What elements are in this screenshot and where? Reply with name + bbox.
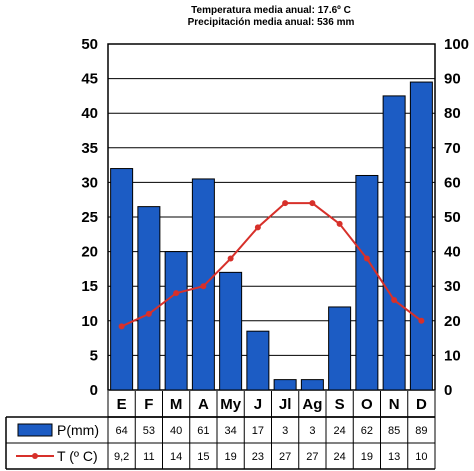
temperature-value-cell: 9,2 [114, 451, 129, 463]
y-right-tick-label: 20 [444, 313, 461, 330]
precipitation-legend-swatch [17, 423, 53, 437]
y-right-tick-label: 0 [444, 382, 452, 399]
y-left-tick-label: 25 [81, 209, 98, 226]
temperature-value-cell: 19 [225, 451, 237, 463]
precipitation-bar [273, 379, 297, 391]
category-label: Jl [279, 396, 292, 413]
temperature-line [121, 202, 422, 328]
temperature-point [254, 224, 261, 231]
temperature-value-cell: 11 [143, 451, 154, 463]
category-label: A [198, 396, 209, 413]
precipitation-legend-label: P(mm) [57, 422, 99, 438]
category-label: N [389, 396, 400, 413]
y-left-tick-label: 50 [81, 36, 98, 53]
temperature-point [336, 220, 343, 227]
y-right-tick-label: 100 [444, 36, 469, 53]
precipitation-value-cell: 53 [143, 425, 155, 437]
category-label: O [361, 396, 373, 413]
category-label: F [144, 396, 153, 413]
precipitation-value-cell: 3 [309, 425, 315, 437]
y-left-tick-label: 0 [90, 382, 98, 399]
y-right-tick-label: 80 [444, 105, 461, 122]
temperature-point [309, 200, 316, 207]
temperature-point [391, 297, 398, 304]
category-label: S [335, 396, 345, 413]
precipitation-value-cell: 17 [252, 425, 264, 437]
temperature-point [145, 310, 152, 317]
temperature-value-cell: 15 [197, 451, 209, 463]
y-left-tick-label: 20 [81, 244, 98, 261]
y-right-tick-label: 60 [444, 174, 461, 191]
temperature-value-cell: 13 [388, 451, 400, 463]
plot-area: 0 5 10 15 20 25 30 35 40 45 50 0 10 20 30 40 50 60 70 80 90 1… [81, 36, 469, 399]
precipitation-bar [246, 330, 270, 391]
y-left-tick-label: 10 [81, 313, 98, 330]
temperature-value-cell: 27 [279, 451, 291, 463]
category-label: Ag [302, 396, 322, 413]
precipitation-bar [328, 306, 352, 391]
temperature-value-cell: 24 [334, 451, 346, 463]
precipitation-value-cell: 34 [225, 425, 237, 437]
data-table: E F M A My J Jl Ag S O N D P(mm) T (º C) 64 53 40 61 34 17 3… [5, 391, 436, 470]
category-label: J [254, 396, 262, 413]
precipitation-value-cell: 40 [170, 425, 182, 437]
temperature-point [200, 283, 207, 290]
y-right-tick-label: 90 [444, 71, 461, 88]
temperature-point [173, 290, 180, 297]
temperature-value-cell: 23 [252, 451, 264, 463]
temperature-point [363, 255, 370, 262]
temperature-legend-marker [32, 453, 38, 459]
precipitation-value-cell: 3 [282, 425, 288, 437]
category-label: M [170, 396, 183, 413]
precipitation-bar [355, 174, 379, 391]
y-left-tick-label: 45 [81, 71, 98, 88]
y-left-tick-label: 5 [90, 347, 98, 364]
precipitation-value-cell: 64 [116, 425, 128, 437]
precipitation-bar [300, 379, 324, 391]
temperature-point [227, 255, 234, 262]
temperature-point [418, 317, 425, 324]
chart-title-precipitation: Precipitación media anual: 536 mm [188, 17, 355, 28]
plot-frame [107, 43, 436, 391]
y-left-tick-label: 40 [81, 105, 98, 122]
precipitation-bar [409, 81, 433, 391]
precipitation-value-cell: 85 [388, 425, 400, 437]
y-left-tick-label: 30 [81, 174, 98, 191]
chart-title-temperature: Temperatura media anual: 17.6º C [191, 5, 351, 16]
precipitation-bar [137, 206, 161, 391]
temperature-point [282, 200, 289, 207]
temperature-value-cell: 10 [415, 451, 427, 463]
temperature-legend-label: T (º C) [57, 448, 98, 464]
temperature-point [118, 323, 125, 330]
precipitation-bar [382, 95, 406, 391]
precipitation-value-cell: 89 [415, 425, 427, 437]
category-label: E [117, 396, 127, 413]
precipitation-bar [219, 271, 243, 391]
precipitation-value-cell: 62 [361, 425, 373, 437]
category-label: D [416, 396, 427, 413]
y-right-tick-label: 50 [444, 209, 461, 226]
y-right-tick-label: 40 [444, 244, 461, 261]
precipitation-value-cell: 61 [197, 425, 209, 437]
temperature-value-cell: 27 [306, 451, 318, 463]
y-right-tick-label: 30 [444, 278, 461, 295]
y-left-tick-label: 15 [81, 278, 98, 295]
y-right-tick-label: 70 [444, 140, 461, 157]
precipitation-bar [164, 251, 188, 391]
y-right-tick-label: 10 [444, 347, 461, 364]
y-left-tick-label: 35 [81, 140, 98, 157]
temperature-value-cell: 14 [170, 451, 182, 463]
precipitation-value-cell: 24 [334, 425, 346, 437]
precipitation-bar [110, 168, 134, 391]
temperature-value-cell: 19 [361, 451, 373, 463]
category-label: My [220, 396, 241, 413]
